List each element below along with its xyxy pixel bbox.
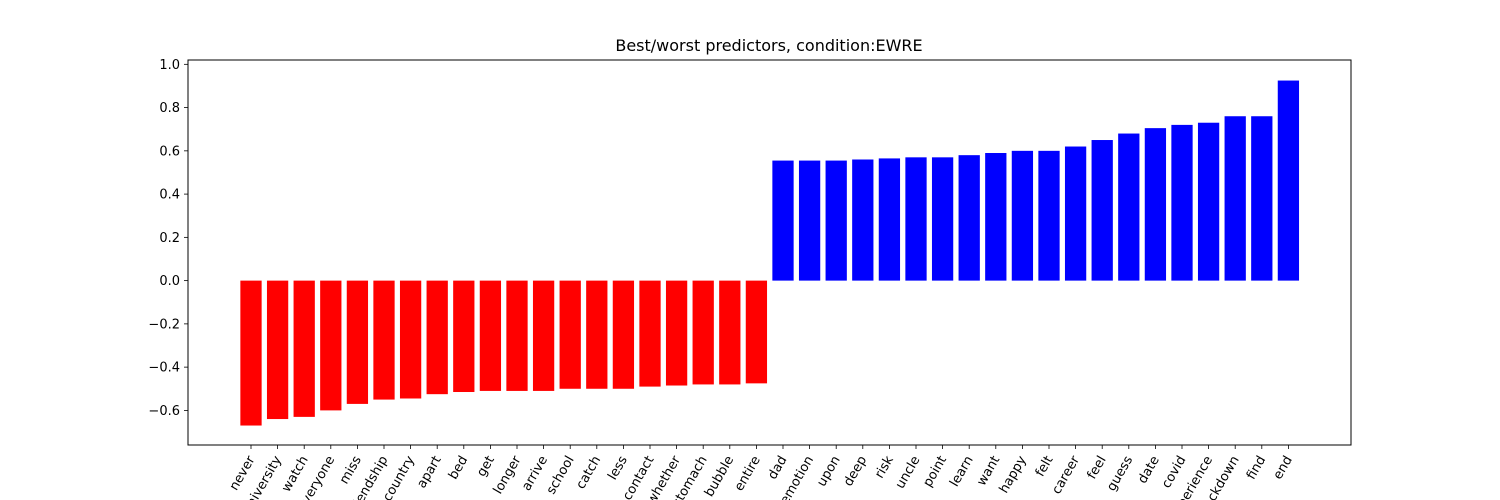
bar-happy xyxy=(1011,150,1034,281)
bar-apart xyxy=(426,280,448,395)
x-tick-label: deep xyxy=(841,454,870,490)
bar-feel xyxy=(1091,140,1113,281)
x-tick-label: happy xyxy=(997,453,1030,496)
bar-end xyxy=(1277,80,1300,281)
bar-friendship xyxy=(373,280,395,400)
x-tick-label: feel xyxy=(1085,454,1110,482)
bar-watch xyxy=(293,280,315,417)
x-tick-label: risk xyxy=(872,453,897,481)
x-tick-label: apart xyxy=(414,454,444,491)
bar-covid xyxy=(1171,124,1193,281)
bar-school xyxy=(559,280,581,389)
x-tick-label: date xyxy=(1135,454,1163,487)
bar-never xyxy=(240,280,262,426)
bar-get xyxy=(479,280,502,391)
bar-whether xyxy=(665,280,688,386)
x-tick-label: point xyxy=(920,454,950,490)
bar-guess xyxy=(1118,133,1140,281)
bar-uncle xyxy=(905,157,927,281)
y-axis: −0.6 −0.4 −0.2 0.0 0.2 0.4 0.6 0.8 1.0 xyxy=(148,58,188,419)
x-tick-label: uncle xyxy=(893,454,924,492)
bar-felt xyxy=(1038,150,1060,281)
x-tick-label: felt xyxy=(1033,454,1057,480)
x-tick-label: find xyxy=(1244,454,1269,483)
y-tick-label: 0.0 xyxy=(159,274,180,289)
x-tick-label: dad xyxy=(765,454,790,483)
bar-dad xyxy=(772,160,794,281)
bar-bed xyxy=(453,280,475,393)
y-tick-label: 1.0 xyxy=(159,58,180,73)
bar-contact xyxy=(639,280,661,387)
bar-stomach xyxy=(692,280,714,385)
bar-experience xyxy=(1197,122,1220,281)
bar-want xyxy=(985,153,1007,281)
x-tick-label: career xyxy=(1049,453,1083,497)
bar-learn xyxy=(958,155,980,281)
bar-point xyxy=(931,157,954,281)
x-axis: neveruniversitywatcheveryonemissfriendsh… xyxy=(227,445,1296,500)
y-tick-label: 0.4 xyxy=(159,188,180,203)
y-tick-label: 0.6 xyxy=(159,144,180,159)
bar-bubble xyxy=(719,280,741,385)
bar-country xyxy=(399,280,422,399)
x-tick-label: upon xyxy=(814,454,843,490)
bar-emotion xyxy=(798,160,821,281)
bar-entire xyxy=(745,280,768,384)
x-tick-label: entire xyxy=(732,454,764,494)
y-tick-label: 0.8 xyxy=(159,101,180,116)
bar-university xyxy=(266,280,289,420)
x-tick-label: miss xyxy=(337,453,365,487)
bar-upon xyxy=(825,160,847,281)
bar-arrive xyxy=(532,280,555,391)
bar-less xyxy=(612,280,635,389)
bar-date xyxy=(1144,128,1167,281)
x-tick-label: get xyxy=(474,454,498,480)
bar-deep xyxy=(852,159,874,281)
bar-risk xyxy=(878,158,901,281)
chart-title: Best/worst predictors, condition:EWRE xyxy=(615,36,922,55)
bar-career xyxy=(1064,146,1087,281)
x-tick-label: end xyxy=(1271,454,1296,483)
x-tick-label: catch xyxy=(573,454,604,492)
x-tick-label: guess xyxy=(1104,453,1136,494)
bar-find xyxy=(1251,116,1273,281)
y-tick-label: 0.2 xyxy=(159,231,180,246)
bar-catch xyxy=(586,280,608,389)
bar-miss xyxy=(346,280,369,404)
bar-lockdown xyxy=(1224,116,1246,281)
x-tick-label: learn xyxy=(947,454,976,490)
x-tick-label: bed xyxy=(446,454,471,483)
x-tick-label: less xyxy=(605,453,631,482)
y-tick-label: −0.4 xyxy=(148,361,180,376)
bar-everyone xyxy=(320,280,342,411)
bars-group xyxy=(240,80,1300,426)
x-tick-label: longer xyxy=(491,453,525,497)
y-tick-label: −0.6 xyxy=(148,404,180,419)
y-tick-label: −0.2 xyxy=(148,317,180,332)
plot-frame xyxy=(187,59,1352,446)
bar-longer xyxy=(506,280,528,391)
